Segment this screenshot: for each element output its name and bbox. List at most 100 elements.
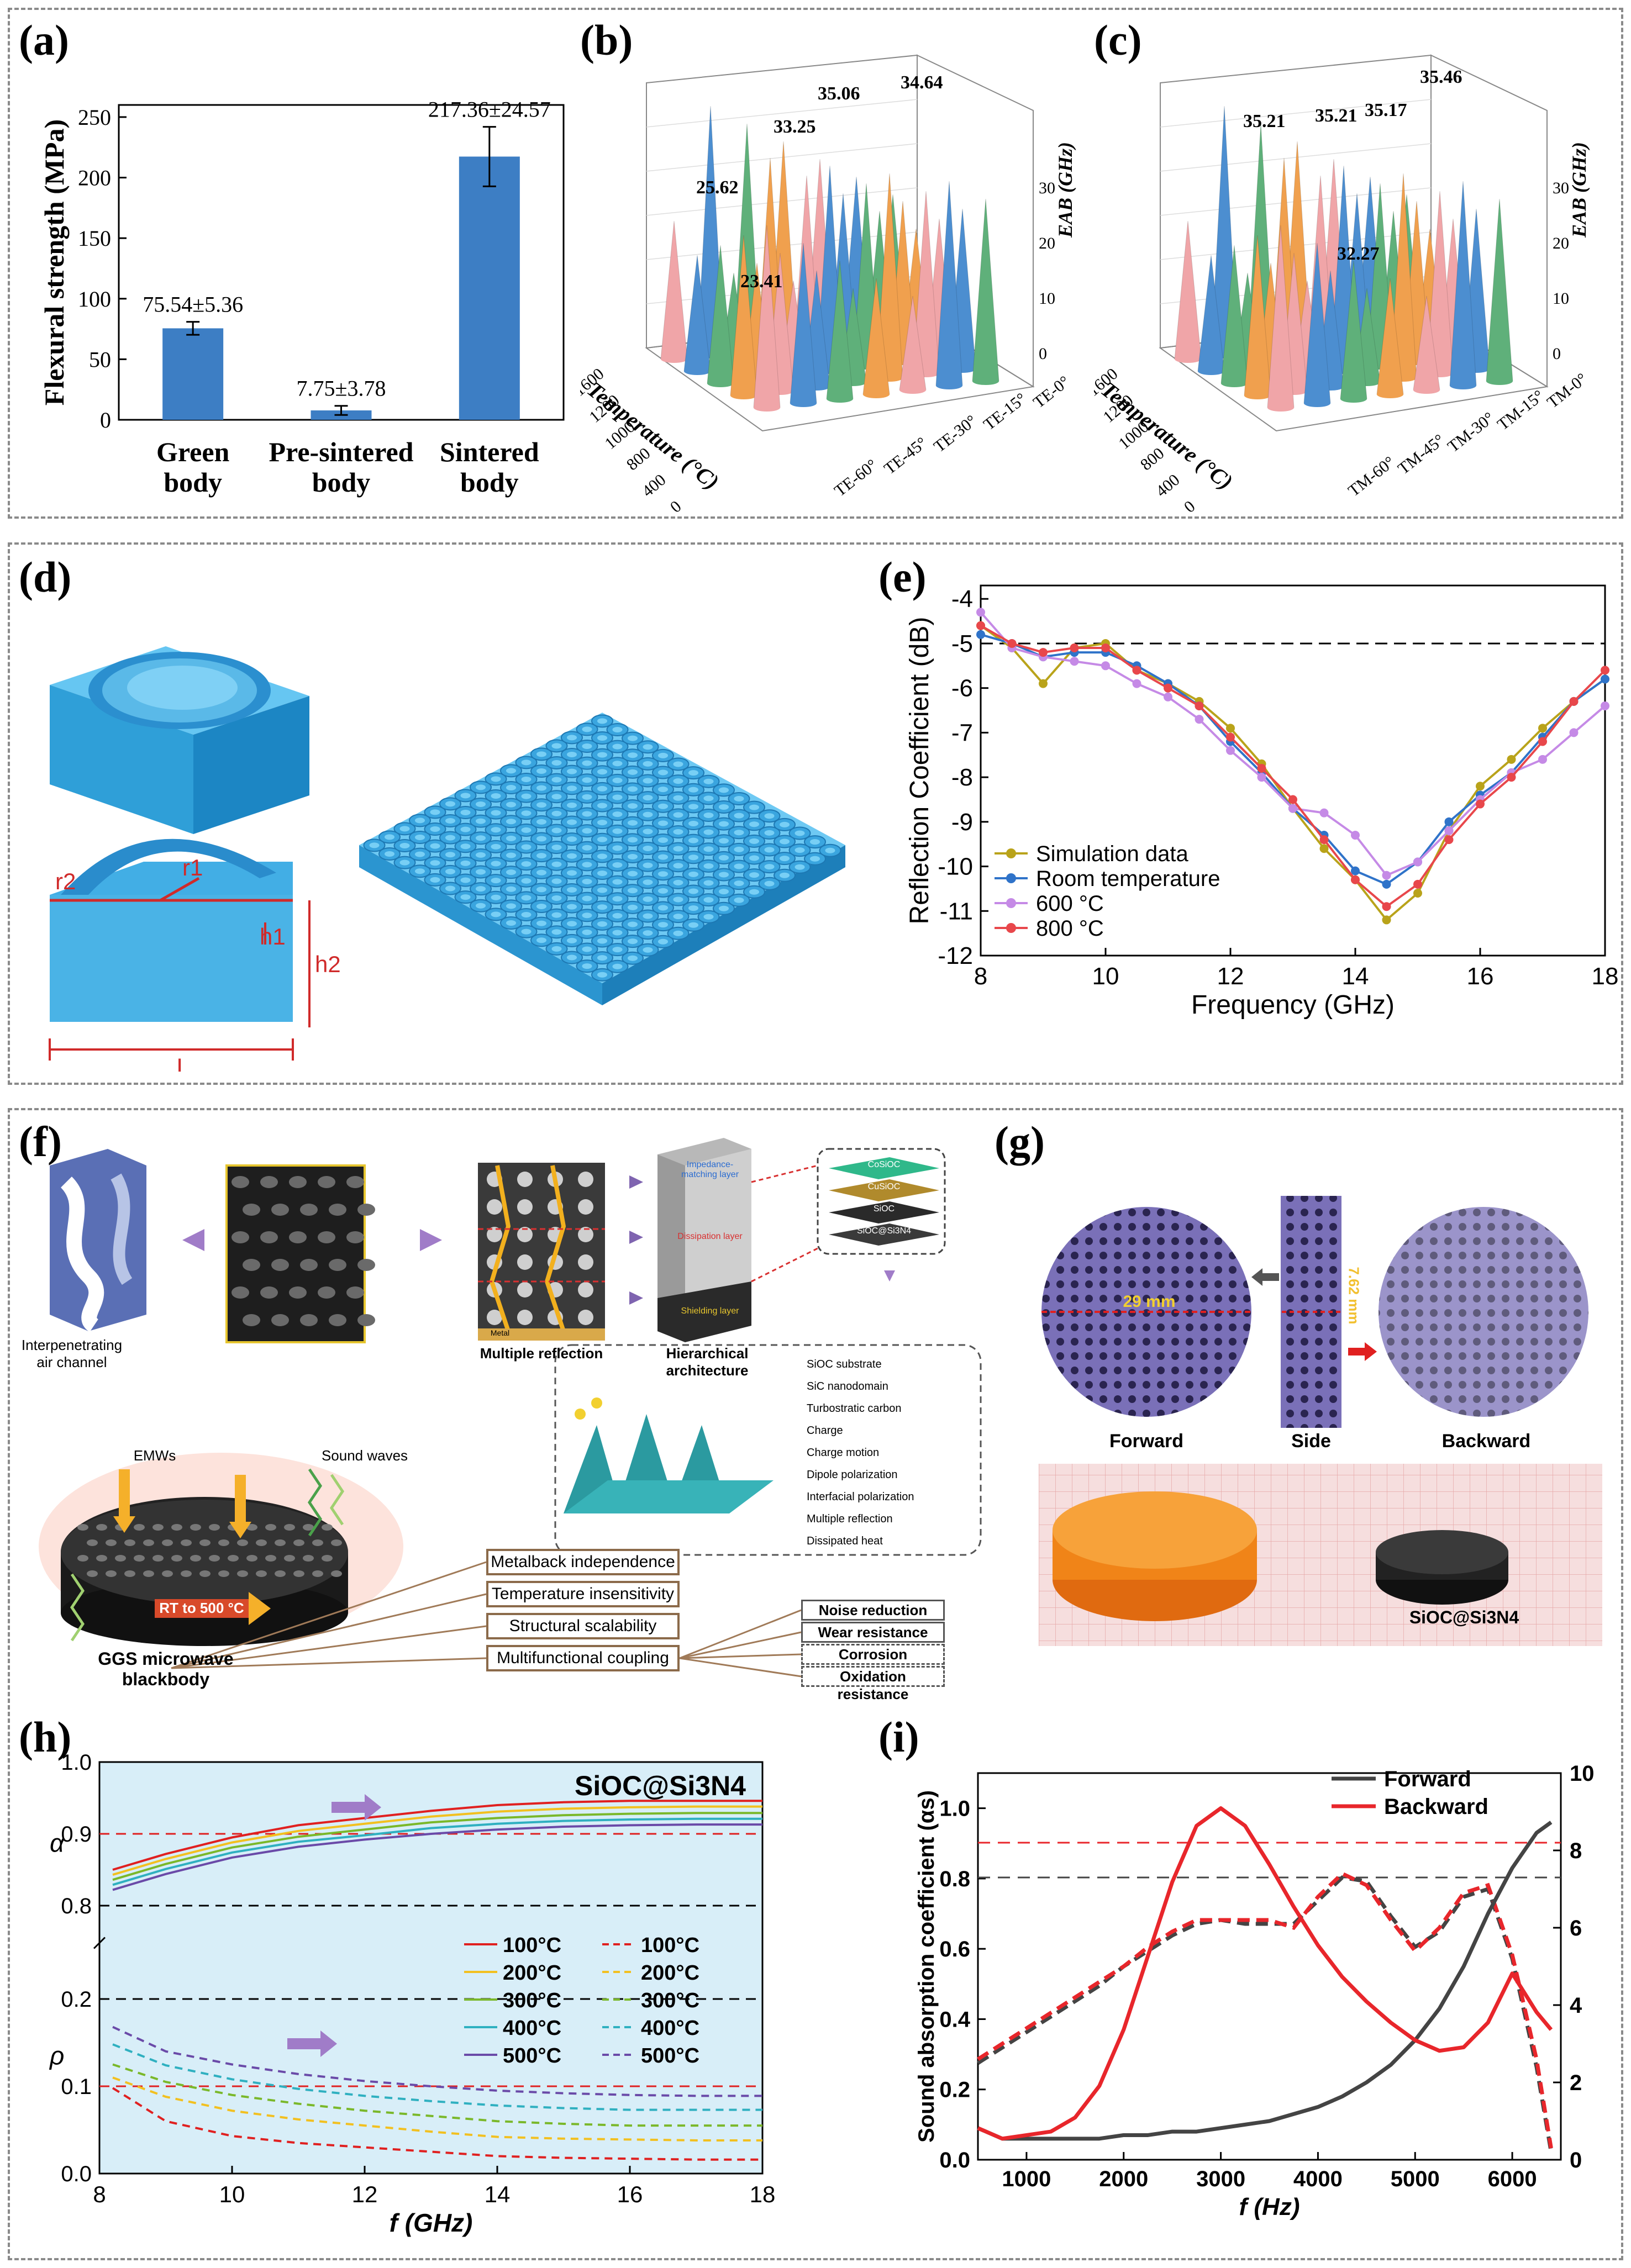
series-point bbox=[1288, 804, 1297, 813]
series-point bbox=[1164, 692, 1172, 702]
panel-f-drawing bbox=[39, 1138, 982, 1678]
ring-core bbox=[536, 887, 546, 893]
ring-core bbox=[703, 846, 714, 852]
gyroid-hole bbox=[346, 1231, 364, 1243]
ring-core bbox=[582, 726, 592, 732]
ring-core bbox=[551, 845, 562, 851]
ring-core bbox=[703, 914, 714, 920]
annotation-label: 35.21 bbox=[1243, 111, 1286, 131]
panel-label-g: (g) bbox=[995, 1117, 1045, 1165]
ring-core bbox=[628, 904, 638, 910]
disk-hole bbox=[331, 1570, 342, 1577]
disk-hole bbox=[209, 1524, 220, 1531]
cone-base bbox=[661, 355, 687, 363]
ring-core bbox=[688, 820, 698, 826]
ring-core bbox=[430, 809, 440, 815]
ring-core bbox=[673, 829, 683, 835]
gyroid-hole bbox=[329, 1204, 346, 1216]
ring-core bbox=[521, 844, 532, 850]
ring-core bbox=[582, 929, 592, 935]
ring-core bbox=[597, 938, 607, 944]
annotation-label: 33.25 bbox=[774, 117, 816, 137]
y-tick-label: -11 bbox=[940, 898, 973, 925]
gyroid-hole bbox=[243, 1259, 260, 1271]
y-tick-label: 0 bbox=[100, 408, 111, 432]
y2-tick-label: 0 bbox=[1570, 2148, 1582, 2172]
angle-tick-label: TE-15° bbox=[980, 389, 1030, 434]
ring-core bbox=[612, 930, 623, 936]
angle-tick-label: TM-60° bbox=[1345, 453, 1398, 500]
ring-core bbox=[734, 830, 744, 836]
series-point bbox=[976, 621, 985, 630]
ring-core bbox=[491, 793, 501, 799]
caption-stack2: CuSiOC bbox=[867, 1182, 901, 1191]
ring-core bbox=[825, 847, 835, 853]
ring-core bbox=[582, 777, 592, 783]
periodic-array-plate bbox=[359, 713, 845, 1005]
rho-line bbox=[112, 2043, 762, 2111]
gyroid-hole bbox=[243, 1314, 260, 1326]
ring-core bbox=[476, 801, 486, 807]
disk-hole bbox=[312, 1570, 323, 1577]
ring-core bbox=[582, 946, 592, 952]
series-point bbox=[1382, 915, 1391, 925]
ring-core bbox=[628, 955, 638, 961]
cone-base bbox=[790, 399, 817, 407]
gyroid-hole bbox=[357, 1259, 375, 1271]
mr-hole bbox=[578, 1199, 593, 1215]
y-tick-label: 200 bbox=[78, 166, 111, 191]
ring-core bbox=[491, 894, 501, 900]
ring-core bbox=[643, 879, 653, 885]
angle-tick-label: TM-45° bbox=[1395, 431, 1448, 478]
ring-core bbox=[628, 803, 638, 809]
disk-hole bbox=[162, 1539, 173, 1546]
ring-core bbox=[764, 880, 775, 887]
y-tick-label: 250 bbox=[78, 105, 111, 130]
gyroid-hole bbox=[329, 1259, 346, 1271]
x-tick-label: 10 bbox=[1092, 963, 1119, 990]
disk-hole bbox=[87, 1570, 98, 1577]
disk-hole bbox=[218, 1570, 229, 1577]
panel-label-c: (c) bbox=[1094, 16, 1142, 64]
ring-core bbox=[460, 843, 471, 850]
ring-core bbox=[673, 914, 683, 920]
ring-core bbox=[567, 954, 577, 961]
angle-tick-label: TE-45° bbox=[881, 434, 930, 478]
x-axis-label: f (GHz) bbox=[390, 2208, 473, 2237]
angle-tick-label: TM-0° bbox=[1544, 370, 1591, 412]
ring-core bbox=[612, 761, 623, 767]
chart-title: SiOC@Si3N4 bbox=[575, 1770, 746, 1801]
ring-core bbox=[521, 776, 532, 782]
gyroid-hole bbox=[271, 1259, 289, 1271]
ring-core bbox=[506, 886, 516, 892]
cone-base bbox=[1198, 367, 1224, 375]
angle-tick-label: TE-0° bbox=[1030, 372, 1073, 412]
ring-core bbox=[703, 795, 714, 801]
gyroid-hole bbox=[289, 1176, 307, 1188]
disk-hole bbox=[256, 1570, 267, 1577]
ring-core bbox=[582, 913, 592, 919]
feature-card: Structural scalability bbox=[486, 1613, 680, 1639]
disk-hole bbox=[181, 1539, 192, 1546]
ring-core bbox=[612, 726, 623, 732]
legend-label: 400°C bbox=[503, 2017, 561, 2040]
temp-tick-label: 0 bbox=[667, 497, 685, 514]
ring-core bbox=[764, 864, 775, 870]
panel-g-drawing bbox=[1039, 1196, 1602, 1646]
function-card: Wear resistance bbox=[801, 1622, 945, 1643]
ring-core bbox=[780, 838, 790, 845]
series-point bbox=[1288, 795, 1297, 804]
disk-hole bbox=[134, 1555, 145, 1562]
ring-core bbox=[582, 743, 592, 749]
ring-core bbox=[673, 930, 683, 936]
ring-core bbox=[734, 863, 744, 869]
ring-core bbox=[719, 855, 729, 861]
disk-hole bbox=[199, 1539, 211, 1546]
ring-core bbox=[719, 787, 729, 793]
ring-core bbox=[612, 947, 623, 953]
disk-hole bbox=[303, 1555, 314, 1562]
legend-item: Charge bbox=[807, 1425, 843, 1437]
ring-core bbox=[385, 834, 394, 840]
ring-core bbox=[643, 930, 653, 936]
gyroid-hole bbox=[357, 1204, 375, 1216]
